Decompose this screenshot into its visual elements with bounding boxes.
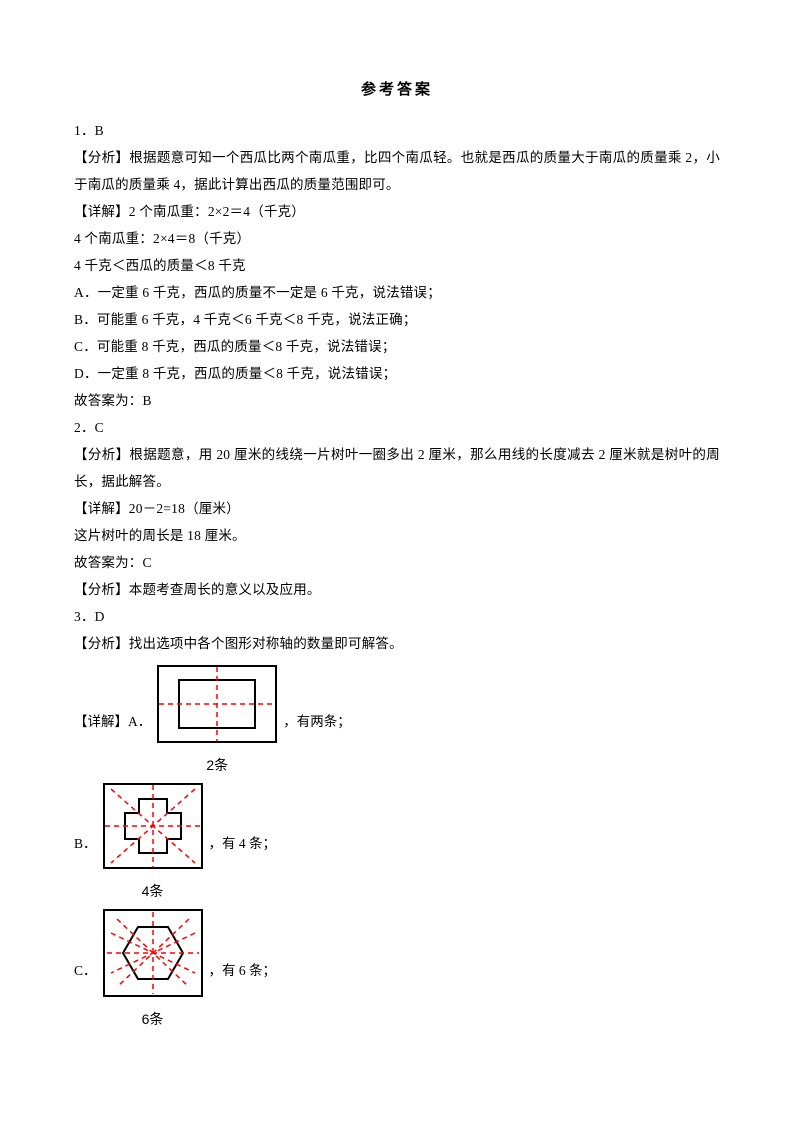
q3-a-pre: 【详解】A． — [74, 710, 151, 730]
q3-analysis: 【分析】找出选项中各个图形对称轴的数量即可解答。 — [74, 630, 720, 657]
q3-b-post: ，有 4 条； — [209, 832, 277, 852]
q1-option-b: B．可能重 6 千克，4 千克＜6 千克＜8 千克，说法正确； — [74, 306, 720, 333]
q3-figure-c-row: C． 6条 ，有 6 条； — [74, 909, 720, 1029]
q2-number: 2．C — [74, 414, 720, 441]
q3-c-pre: C． — [74, 959, 97, 979]
q3-b-caption: 4条 — [142, 881, 164, 901]
cross-symmetry-icon — [103, 783, 203, 879]
page: 参考答案 1．B 【分析】根据题意可知一个西瓜比两个南瓜重，比四个南瓜轻。也就是… — [0, 0, 794, 1123]
q2-analysis: 【分析】根据题意，用 20 厘米的线绕一片树叶一圈多出 2 厘米，那么用线的长度… — [74, 441, 720, 495]
q1-option-d: D．一定重 8 千克，西瓜的质量＜8 千克，说法错误； — [74, 360, 720, 387]
q3-figure-b: 4条 — [103, 783, 203, 901]
q3-c-caption: 6条 — [142, 1009, 164, 1029]
q3-figure-a-row: 【详解】A． 2条 ，有两条； — [74, 665, 720, 775]
q1-number: 1．B — [74, 117, 720, 144]
q3-c-post: ，有 6 条； — [209, 959, 277, 979]
q3-figure-c: 6条 — [103, 909, 203, 1029]
q1-answer: 故答案为：B — [74, 387, 720, 414]
q2-detail-1: 【详解】20－2=18（厘米） — [74, 495, 720, 522]
hexagon-symmetry-icon — [103, 909, 203, 1007]
q1-analysis: 【分析】根据题意可知一个西瓜比两个南瓜重，比四个南瓜轻。也就是西瓜的质量大于南瓜… — [74, 144, 720, 198]
q2-note: 【分析】本题考查周长的意义以及应用。 — [74, 576, 720, 603]
q3-figure-a: 2条 — [157, 665, 277, 775]
q1-detail-2: 4 个南瓜重：2×4＝8（千克） — [74, 225, 720, 252]
page-title: 参考答案 — [74, 78, 720, 99]
q3-figure-b-row: B． 4条 ，有 4 条； — [74, 783, 720, 901]
q1-option-a: A．一定重 6 千克，西瓜的质量不一定是 6 千克，说法错误； — [74, 279, 720, 306]
q3-number: 3．D — [74, 603, 720, 630]
q1-detail-1: 【详解】2 个南瓜重：2×2＝4（千克） — [74, 198, 720, 225]
rectangle-symmetry-icon — [157, 665, 277, 753]
q2-answer: 故答案为：C — [74, 549, 720, 576]
q3-a-caption: 2条 — [206, 755, 228, 775]
q3-b-pre: B． — [74, 832, 97, 852]
q1-option-c: C．可能重 8 千克，西瓜的质量＜8 千克，说法错误； — [74, 333, 720, 360]
q1-detail-3: 4 千克＜西瓜的质量＜8 千克 — [74, 252, 720, 279]
q2-detail-2: 这片树叶的周长是 18 厘米。 — [74, 522, 720, 549]
q3-a-post: ，有两条； — [283, 710, 351, 730]
